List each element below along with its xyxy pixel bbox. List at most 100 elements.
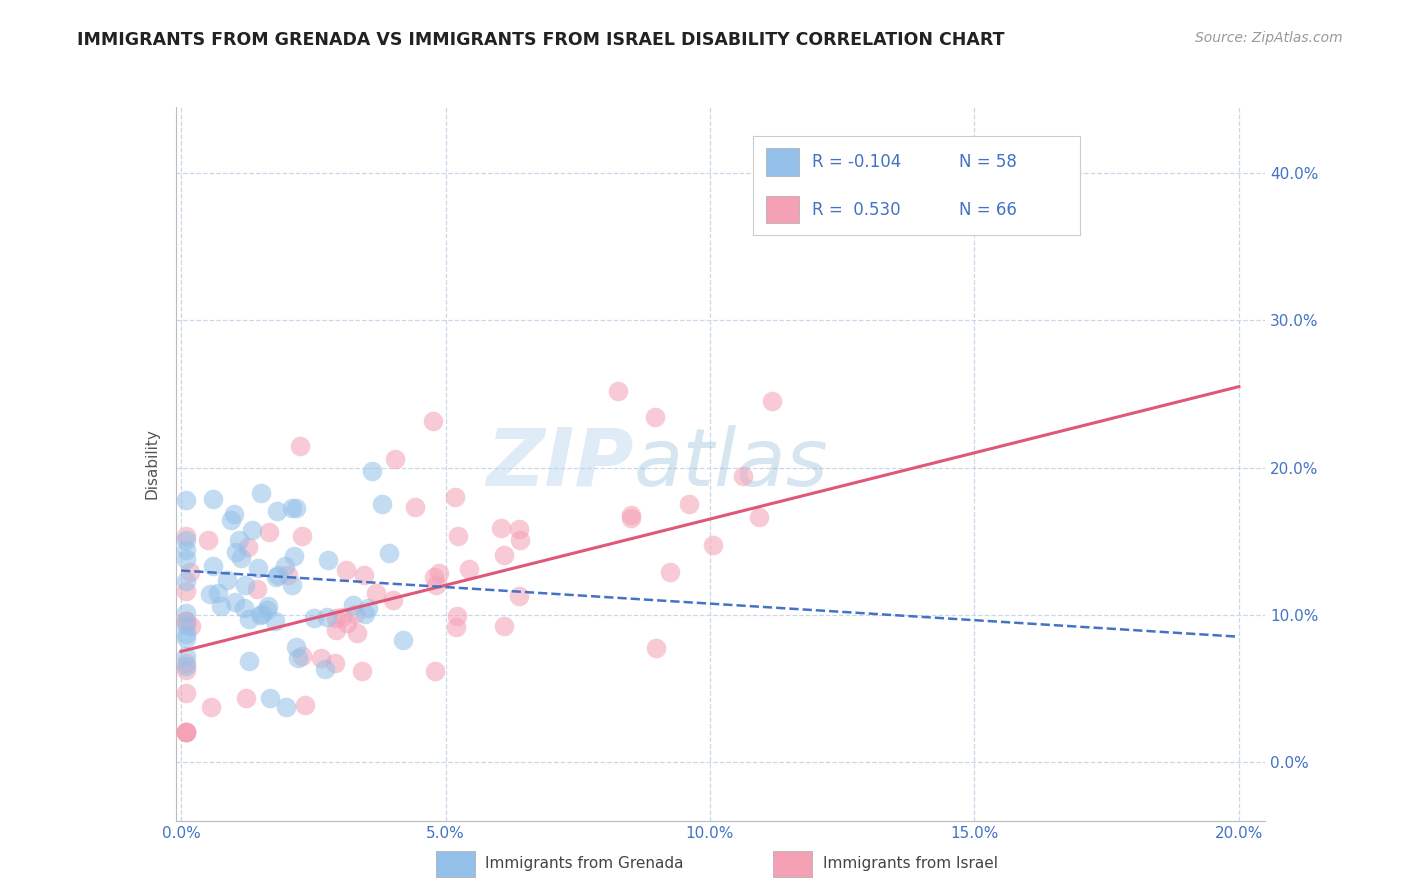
Point [620,510,643,524]
Point [352,664,374,678]
Point [361,464,384,478]
Point [176,574,198,588]
Point [425,578,447,592]
Point [201,559,224,574]
Point [246,582,269,596]
Point [176,543,198,558]
Point [207,586,229,600]
Point [384,452,406,467]
Text: Source: ZipAtlas.com: Source: ZipAtlas.com [1195,31,1343,45]
Point [284,500,307,515]
Point [761,394,783,409]
FancyBboxPatch shape [436,851,475,877]
Text: atlas: atlas [633,425,828,503]
Point [444,620,467,634]
Point [446,609,468,624]
Point [176,617,198,632]
Point [257,599,280,613]
Point [246,561,269,575]
Point [257,524,280,539]
Point [252,607,274,622]
Point [219,513,242,527]
Point [447,529,470,543]
Point [235,690,257,705]
Y-axis label: Disability: Disability [145,428,160,500]
Point [354,607,377,621]
Point [658,565,681,579]
Point [200,699,222,714]
Point [344,607,367,621]
Point [228,533,250,547]
Point [444,490,467,504]
Point [176,552,198,566]
Point [404,500,426,515]
Point [176,614,198,628]
Point [748,509,770,524]
Point [179,565,201,579]
Point [176,631,198,645]
Point [209,599,232,614]
Point [200,586,222,600]
Point [229,550,252,565]
Point [733,468,755,483]
Point [309,650,332,665]
Point [492,549,515,563]
Point [291,529,314,543]
Point [371,497,394,511]
Point [335,563,357,577]
Point [264,614,287,628]
FancyBboxPatch shape [773,851,813,877]
Point [267,567,290,582]
Point [378,546,401,560]
Point [316,609,339,624]
Point [427,566,450,580]
Point [281,501,304,516]
Point [678,497,700,511]
Point [336,615,359,630]
Point [283,549,305,564]
Point [238,612,260,626]
Point [645,640,668,655]
Point [176,606,198,620]
Point [276,699,298,714]
Point [457,562,479,576]
Point [180,619,202,633]
Point [202,491,225,506]
Point [238,654,260,668]
Point [392,632,415,647]
Point [176,686,198,700]
Point [620,508,643,522]
Point [318,553,340,567]
Point [176,725,198,739]
Point [381,593,404,607]
Point [233,578,256,592]
Point [294,698,316,712]
Text: Immigrants from Grenada: Immigrants from Grenada [485,855,683,871]
Point [197,533,219,547]
Point [176,657,198,671]
Point [494,619,516,633]
Point [176,648,198,663]
Point [346,626,368,640]
Point [291,648,314,663]
Point [314,662,336,676]
Point [236,540,259,554]
Point [330,610,353,624]
Point [259,690,281,705]
Point [224,594,246,608]
Point [702,538,724,552]
Point [266,504,288,518]
Point [302,611,325,625]
Point [323,656,346,670]
Point [508,589,530,603]
Point [509,533,531,547]
Text: ZIP: ZIP [486,425,633,503]
Point [249,486,271,500]
Point [273,559,295,574]
Point [285,640,308,654]
Point [232,600,254,615]
Point [217,573,239,587]
Point [366,586,388,600]
Point [225,545,247,559]
Point [281,578,304,592]
